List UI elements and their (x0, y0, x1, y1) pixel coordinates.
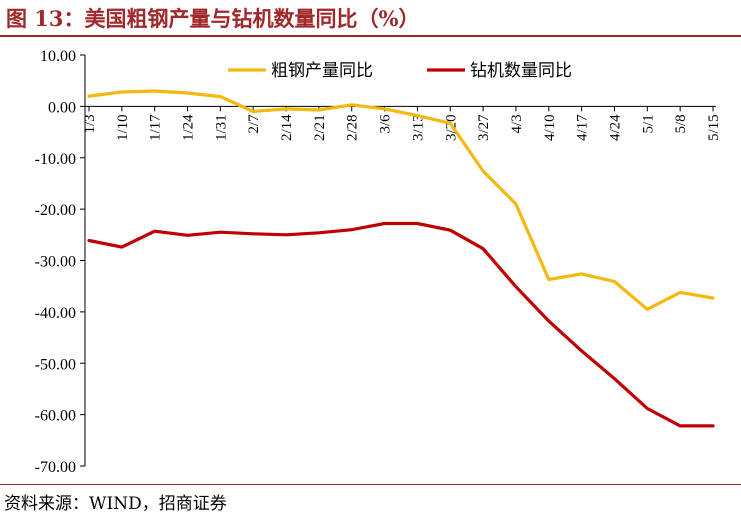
y-tick-label: -30.00 (35, 254, 76, 271)
x-tick-label: 1/24 (181, 114, 197, 141)
x-tick-label: 1/17 (148, 114, 164, 141)
y-tick-label: -40.00 (35, 305, 76, 322)
x-tick-label: 2/14 (279, 114, 295, 141)
x-tick-label: 4/24 (607, 114, 623, 141)
y-tick-label: 10.00 (40, 48, 76, 65)
x-tick-label: 1/10 (115, 114, 131, 141)
source-rule (0, 484, 741, 485)
series-layer (87, 89, 715, 428)
series-line-rig-count (87, 221, 715, 428)
x-tick-label: 1/3 (82, 114, 98, 133)
legend: 粗钢产量同比 钻机数量同比 (228, 61, 572, 80)
x-tick-label: 4/17 (575, 114, 591, 141)
x-tick-label: 2/7 (246, 114, 262, 134)
legend-label: 粗钢产量同比 (271, 61, 373, 80)
y-tick-label: -50.00 (35, 356, 76, 373)
x-tick-label: 5/1 (640, 114, 656, 133)
x-tick-label: 3/20 (443, 114, 459, 141)
source-note: 资料来源：WIND，招商证券 (4, 494, 227, 514)
x-tick-label: 3/27 (476, 114, 492, 141)
x-tick-label: 2/28 (345, 114, 361, 141)
series-line-steel-output (87, 89, 715, 311)
y-tick-label: -10.00 (35, 151, 76, 168)
y-tick-label: -70.00 (35, 459, 76, 476)
y-tick-label: -20.00 (35, 202, 76, 219)
x-tick-label: 5/15 (706, 114, 722, 141)
y-tick-label: -60.00 (35, 408, 76, 425)
y-tick-label: 0.00 (48, 99, 76, 116)
x-axis: 1/3 1/10 1/17 1/24 1/31 2/7 2/14 2/21 2/28 3/6 3/1… (82, 105, 722, 141)
title-rule (0, 35, 741, 37)
legend-entry: 粗钢产量同比 (228, 61, 373, 80)
x-tick-label: 1/31 (213, 114, 229, 141)
x-tick-label: 4/10 (542, 114, 558, 141)
legend-entry: 钻机数量同比 (427, 61, 572, 80)
x-tick-label: 5/8 (673, 114, 689, 133)
x-tick-label: 3/6 (378, 114, 394, 134)
x-tick-label: 3/13 (410, 114, 426, 141)
x-tick-label: 4/3 (509, 114, 525, 133)
figure-title: 图 13：美国粗钢产量与钻机数量同比（%） (6, 6, 420, 31)
x-tick-label: 2/21 (312, 114, 328, 141)
legend-label: 钻机数量同比 (470, 61, 572, 80)
y-axis: 10.00 0.00 -10.00 -20.00 -30.00 -40.00 -50.00 -… (35, 48, 86, 476)
